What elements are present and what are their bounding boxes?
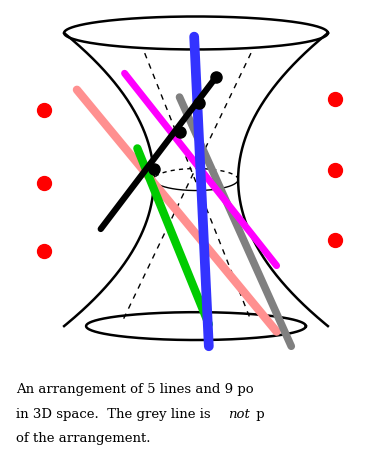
Text: p: p [252, 408, 265, 420]
Text: in 3D space.  The grey line is: in 3D space. The grey line is [16, 408, 214, 420]
Text: not: not [228, 408, 250, 420]
Text: An arrangement of 5 lines and 9 po: An arrangement of 5 lines and 9 po [16, 383, 253, 396]
Text: of the arrangement.: of the arrangement. [16, 432, 150, 445]
